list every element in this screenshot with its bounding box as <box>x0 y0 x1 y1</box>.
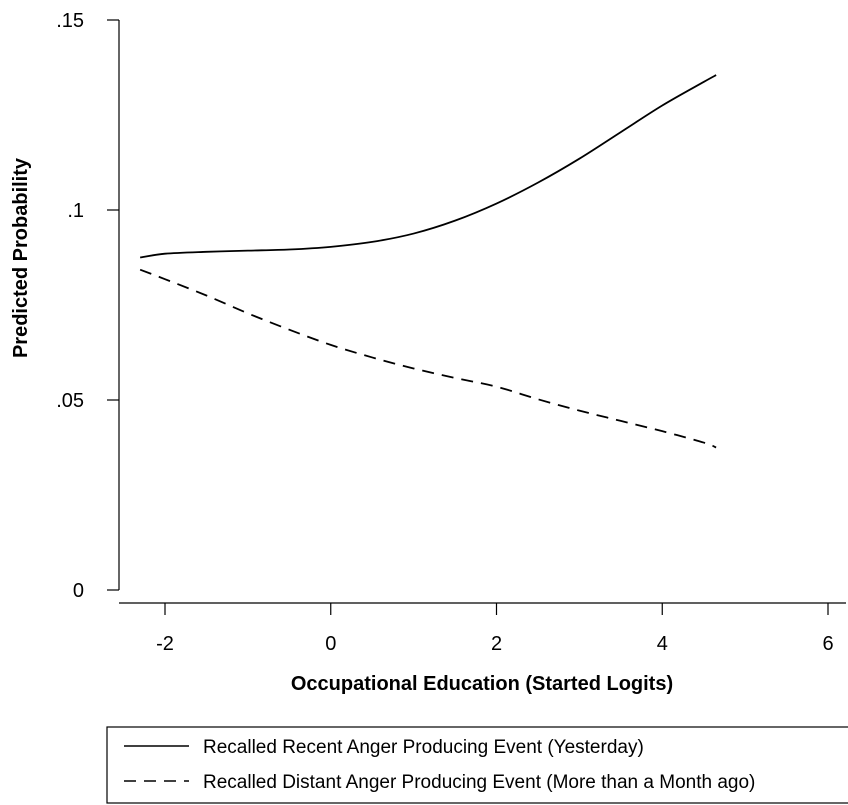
y-axis-ticks: 0 .05 .1 .15 <box>56 10 119 602</box>
y-tick-label: .15 <box>56 10 84 32</box>
y-tick-label: 0 <box>73 580 84 602</box>
plot-area <box>139 74 717 449</box>
x-tick-label: 0 <box>325 633 336 655</box>
legend-label-recent: Recalled Recent Anger Producing Event (Y… <box>203 737 644 758</box>
legend-box <box>106 726 848 804</box>
x-axis-ticks: -2 0 2 4 6 <box>156 603 834 655</box>
x-tick-label: 6 <box>822 633 833 655</box>
x-tick-label: 2 <box>491 633 502 655</box>
series-line-distant <box>139 268 717 449</box>
y-tick-label: .05 <box>56 390 84 412</box>
series-line-recent <box>140 74 717 259</box>
x-tick-label: 4 <box>657 633 668 655</box>
legend: Recalled Recent Anger Producing Event (Y… <box>106 726 848 804</box>
x-tick-label: -2 <box>156 633 174 655</box>
y-tick-label: .1 <box>67 200 84 222</box>
y-axis-title: Predicted Probability <box>10 157 32 358</box>
legend-label-distant: Recalled Distant Anger Producing Event (… <box>203 772 755 793</box>
x-axis-title: Occupational Education (Started Logits) <box>291 673 673 695</box>
